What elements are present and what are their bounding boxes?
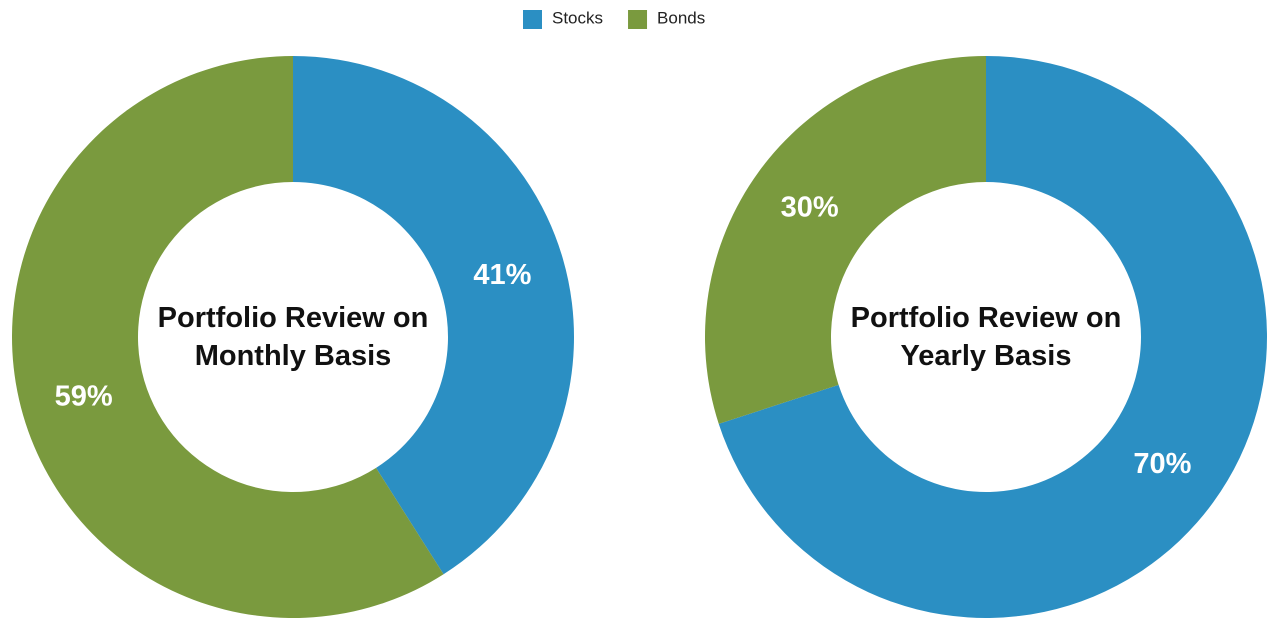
data-label: 59% <box>55 380 113 412</box>
data-label: 41% <box>473 259 531 291</box>
center-title: Portfolio Review on Yearly Basis <box>850 302 1122 372</box>
donut-segment <box>12 56 444 618</box>
donut-segment <box>704 56 986 424</box>
legend-label: Bonds <box>657 8 705 27</box>
data-label: 70% <box>1133 448 1191 480</box>
donut-segment <box>718 56 1268 618</box>
legend-swatch <box>523 10 542 29</box>
data-label: 30% <box>781 192 839 224</box>
donut-segment <box>293 56 575 575</box>
legend-swatch <box>628 10 648 29</box>
center-title: Portfolio Review on Monthly Basis <box>157 302 429 372</box>
legend-label: Stocks <box>552 8 603 27</box>
